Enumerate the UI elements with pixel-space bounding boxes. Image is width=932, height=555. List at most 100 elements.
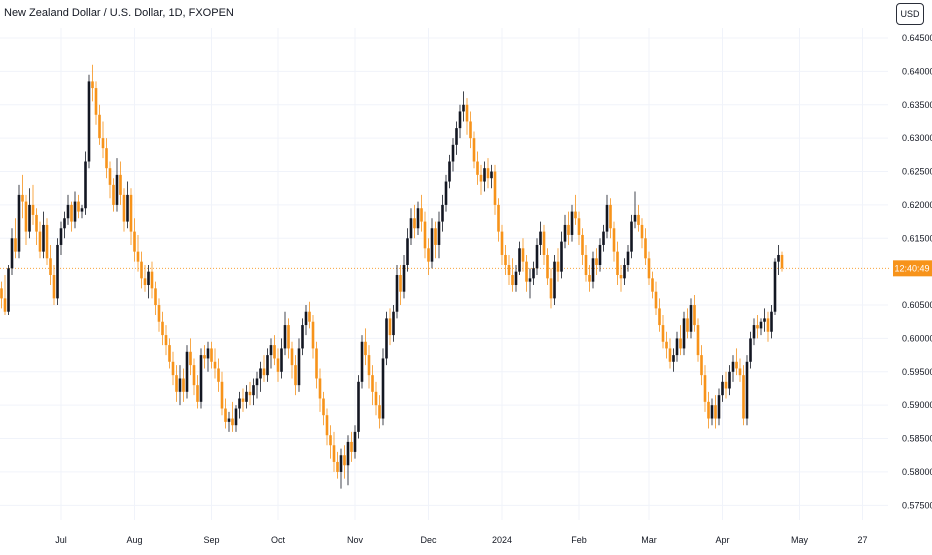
candle-body — [31, 204, 35, 215]
candle — [192, 358, 196, 396]
candle-body — [234, 408, 238, 426]
candle-body — [276, 358, 280, 372]
candle — [10, 228, 14, 276]
candle-body — [185, 351, 189, 392]
candle-body — [56, 244, 59, 299]
candle — [357, 375, 360, 439]
candle-body — [399, 275, 402, 292]
candle-body — [609, 204, 612, 229]
candle — [136, 234, 140, 272]
candle — [259, 361, 262, 392]
candle — [290, 341, 294, 379]
candle-body — [126, 194, 129, 222]
candle — [126, 181, 129, 229]
candle — [560, 231, 563, 279]
candle — [178, 365, 182, 406]
candle-body — [7, 268, 10, 312]
candle — [640, 218, 644, 249]
candle-body — [213, 361, 217, 369]
y-tick-label: 0.63000 — [902, 133, 932, 143]
candle-body — [493, 171, 497, 205]
candle-body — [364, 341, 367, 356]
currency-button[interactable]: USD — [896, 3, 924, 25]
candle — [87, 74, 91, 169]
candle — [514, 264, 518, 292]
candle-body — [70, 204, 73, 222]
candle-body — [17, 194, 21, 252]
candle — [451, 138, 455, 172]
candle — [504, 244, 507, 276]
candle — [315, 341, 318, 389]
candle — [535, 238, 539, 276]
candle — [287, 318, 290, 359]
candle — [77, 194, 80, 219]
candle-body — [269, 345, 273, 356]
candle — [364, 328, 367, 366]
candle-body — [511, 275, 514, 286]
candle-body — [696, 325, 700, 356]
y-tick-label: 0.60500 — [902, 300, 932, 310]
candle — [119, 161, 122, 205]
candle-body — [87, 81, 91, 162]
candle-body — [542, 231, 546, 255]
candle-body — [357, 381, 360, 432]
candle-body — [161, 321, 164, 336]
candle-body — [773, 261, 777, 312]
candle-body — [553, 261, 556, 299]
candle-body — [651, 278, 654, 292]
candle-body — [294, 365, 297, 386]
candle — [731, 355, 735, 382]
candle — [262, 355, 266, 382]
y-tick-label: 0.58500 — [902, 434, 932, 444]
candle — [381, 348, 385, 426]
candle — [143, 264, 147, 292]
candle-body — [322, 398, 325, 416]
candle-body — [455, 128, 458, 145]
candle-body — [192, 365, 196, 386]
y-tick-label: 0.62500 — [902, 167, 932, 177]
candle-body — [693, 305, 696, 326]
candle-body — [763, 318, 766, 322]
candle — [714, 395, 717, 429]
candle-body — [476, 161, 479, 175]
candle — [248, 381, 252, 406]
candle-body — [346, 441, 350, 466]
candle-body — [682, 318, 686, 349]
candle-body — [10, 238, 14, 269]
candle-body — [315, 348, 318, 379]
candle — [353, 425, 357, 459]
candle-body — [759, 321, 763, 329]
candle-body — [336, 461, 339, 472]
candle-body — [700, 355, 703, 376]
candle — [56, 238, 59, 306]
candle — [385, 311, 388, 366]
candle-body — [133, 231, 136, 252]
candle — [427, 238, 430, 276]
candle-body — [360, 341, 364, 382]
candle — [388, 308, 392, 346]
candle — [98, 104, 101, 145]
candle — [756, 315, 759, 339]
candle — [749, 331, 752, 369]
candle — [574, 194, 577, 225]
candle — [392, 305, 395, 342]
candle-body — [140, 261, 143, 279]
candle — [665, 331, 668, 359]
candle — [129, 188, 133, 245]
candle — [168, 338, 171, 369]
candle — [668, 338, 672, 369]
candle-body — [280, 348, 283, 372]
candle — [434, 221, 437, 259]
candle — [350, 431, 353, 462]
candle — [686, 308, 689, 339]
candle-body — [227, 418, 231, 422]
candle-body — [521, 248, 525, 262]
candle-body — [574, 211, 577, 219]
candle-body — [374, 391, 378, 406]
candle — [45, 218, 49, 265]
candle — [693, 295, 696, 332]
candle — [3, 275, 7, 316]
candle-body — [105, 148, 108, 169]
